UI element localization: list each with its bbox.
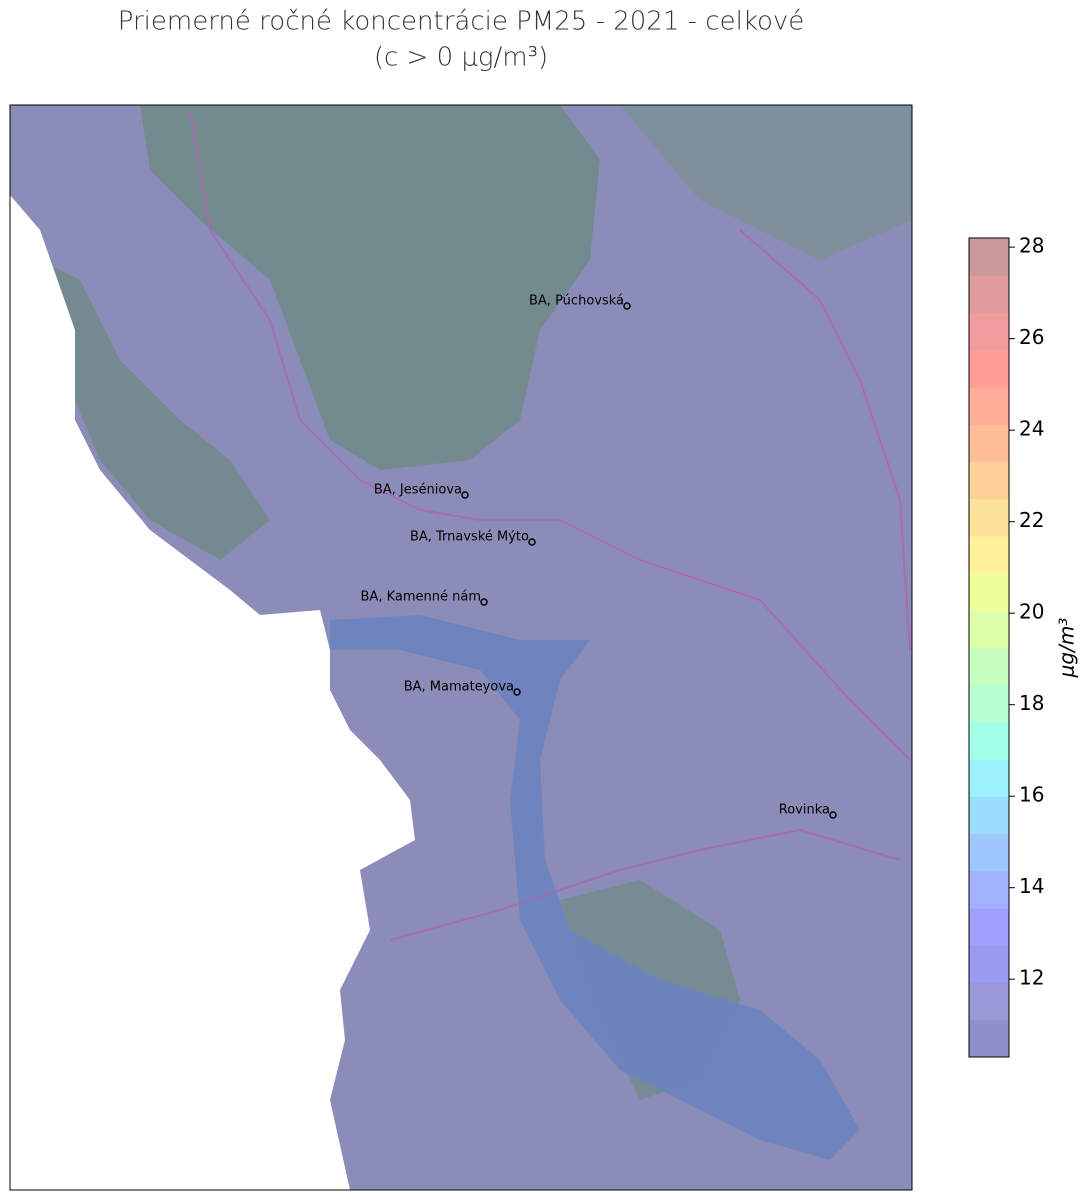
colorbar-label: μg/m³ [1055, 618, 1079, 679]
colorbar-band [969, 461, 1009, 500]
colorbar-band [969, 349, 1009, 388]
colorbar-band [969, 610, 1009, 648]
station-label: BA, Mamateyova [404, 680, 514, 695]
forest [620, 105, 912, 260]
colorbar-band [969, 759, 1009, 797]
colorbar-band [969, 498, 1009, 537]
colorbar-band [969, 870, 1009, 909]
station-marker [528, 538, 536, 546]
colorbar-tick-label: 28 [1019, 234, 1044, 258]
colorbar-tick-label: 22 [1019, 508, 1044, 532]
station-marker [829, 811, 837, 819]
colorbar-band [969, 573, 1009, 611]
colorbar-band [969, 982, 1009, 1021]
colorbar-band [969, 386, 1009, 425]
road [189, 109, 911, 761]
colorbar-tick-label: 26 [1019, 325, 1044, 349]
forest [20, 250, 270, 560]
colorbar-tick-label: 20 [1019, 600, 1044, 624]
colorbar-band [969, 796, 1009, 835]
map [9, 104, 913, 1191]
colorbar-tick-label: 14 [1019, 874, 1044, 898]
forest [140, 105, 600, 470]
colorbar-band [969, 238, 1009, 276]
colorbar-band [969, 1019, 1009, 1058]
colorbar-band [969, 945, 1009, 984]
colorbar-tick-label: 18 [1019, 691, 1044, 715]
road [389, 828, 901, 941]
colorbar-band [969, 721, 1009, 760]
station-marker [623, 302, 631, 310]
map-frame [9, 104, 913, 1191]
station-label: BA, Trnavské Mýto [410, 530, 529, 545]
station-label: BA, Púchovská [529, 294, 624, 309]
colorbar-band [969, 833, 1009, 872]
outside-area [10, 105, 415, 1190]
colorbar-frame [968, 237, 1010, 1058]
station-label: BA, Jeséniova [374, 483, 462, 498]
colorbar-tick-label: 12 [1019, 966, 1044, 990]
station-marker [513, 688, 521, 696]
colorbar-band [969, 647, 1009, 686]
colorbar-tick-label: 16 [1019, 783, 1044, 807]
road [739, 229, 911, 651]
subtitle: (c > 0 μg/m³) [374, 43, 548, 73]
colorbar-band [969, 275, 1009, 313]
station-marker [461, 491, 469, 499]
colorbar-band [969, 535, 1009, 574]
station-label: Rovinka [779, 803, 830, 818]
station-label: BA, Kamenné nám [361, 590, 481, 605]
colorbar-band [969, 908, 1009, 946]
colorbar-band [969, 312, 1009, 351]
river [330, 615, 860, 1160]
colorbar-band [969, 684, 1009, 723]
title: Priemerné ročné koncentrácie PM25 - 2021… [118, 7, 805, 37]
colorbar-tick-label: 24 [1019, 417, 1044, 441]
station-marker [480, 598, 488, 606]
colorbar-band [969, 424, 1009, 462]
